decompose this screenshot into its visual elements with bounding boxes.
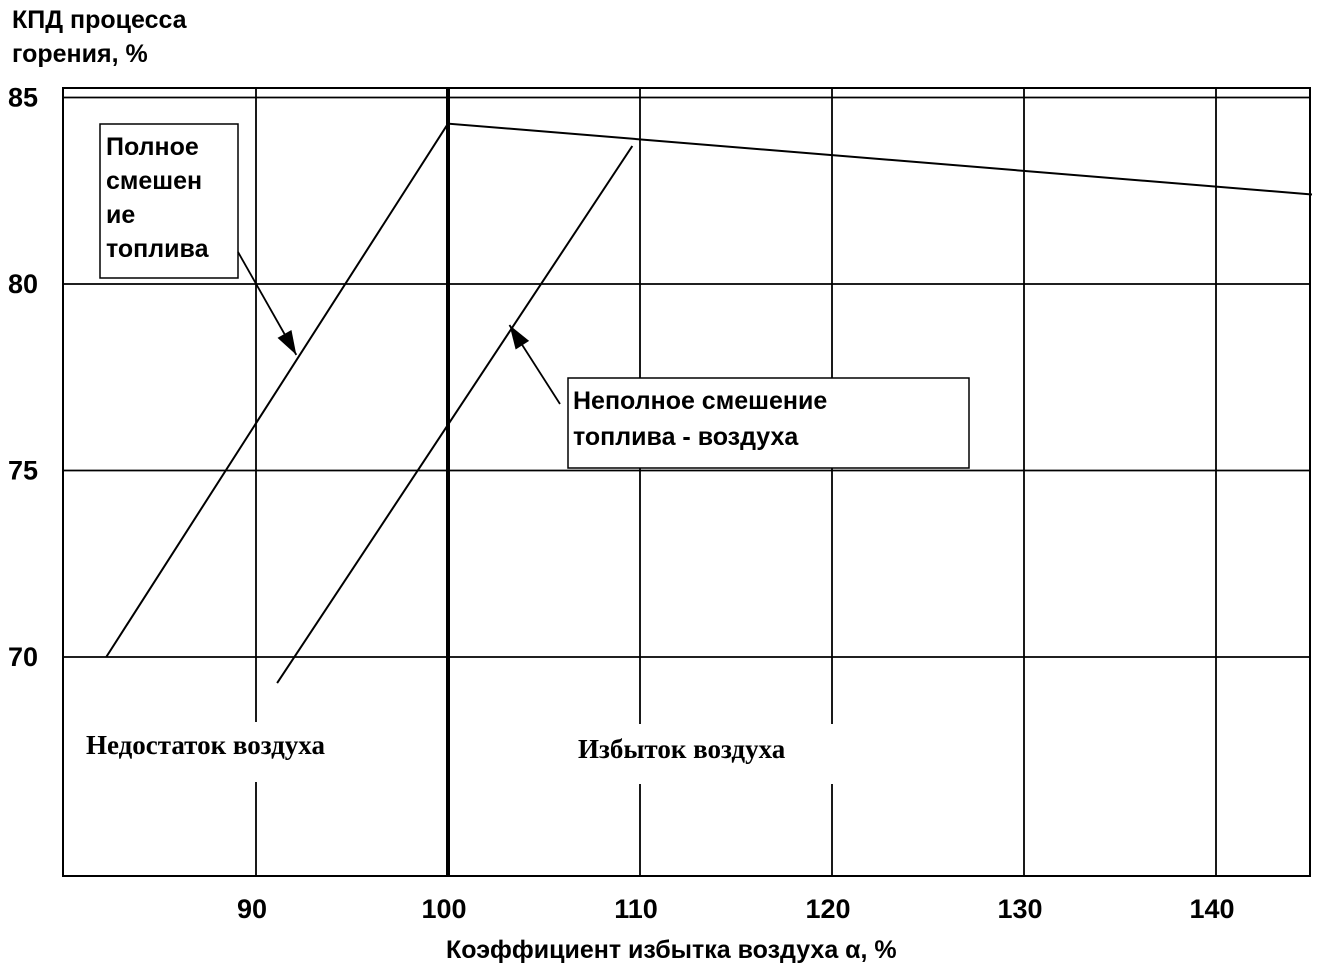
region-label-bg <box>566 724 836 784</box>
annotation-arrows <box>237 251 561 405</box>
annotation-line: топлива <box>106 235 210 263</box>
x-tick-label: 110 <box>614 894 658 924</box>
x-tick-label: 90 <box>237 894 267 924</box>
annotation-arrow-head <box>277 330 297 355</box>
region-label-deficit: Недостаток воздуха <box>86 730 325 760</box>
annotation-arrow-head <box>509 325 530 350</box>
x-tick-label: 130 <box>997 894 1042 924</box>
y-axis-title-line: КПД процесса <box>12 6 188 34</box>
annotation-box <box>99 123 239 279</box>
annotation-text: Полное смешен ие топлива <box>106 133 210 263</box>
annotation-full-mixing: Полное смешен ие топлива <box>99 123 239 279</box>
plot-frame <box>62 87 1311 877</box>
x-axis-title: Коэффициент избытка воздуха α, % <box>446 936 897 964</box>
tick-labels: 70 75 80 85 90 100 110 120 130 140 <box>8 83 1235 925</box>
series-line-1 <box>105 122 1313 658</box>
annotation-partial-mixing: Неполное смешение топлива - воздуха <box>567 377 970 469</box>
y-tick-label: 85 <box>8 83 38 113</box>
annotation-line: ие <box>106 201 135 229</box>
series-group <box>105 122 1313 684</box>
annotation-line: Неполное смешение <box>573 387 827 415</box>
x-tick-label: 120 <box>805 894 850 924</box>
annotation-text: Неполное смешение топлива - воздуха <box>573 387 834 451</box>
y-tick-label: 80 <box>8 269 38 299</box>
y-axis-title: КПД процесса горения, % <box>12 6 194 68</box>
x-tick-label: 100 <box>421 894 466 924</box>
y-tick-label: 70 <box>8 642 38 672</box>
y-tick-label: 75 <box>8 456 38 486</box>
annotation-line: смешен <box>106 167 202 195</box>
series-line-2 <box>276 145 634 684</box>
region-label-bg <box>76 722 386 782</box>
grid <box>63 88 1310 876</box>
annotation-line: Полное <box>106 133 199 161</box>
annotation-line: топлива - воздуха <box>573 423 799 451</box>
region-label-excess: Избыток воздуха <box>578 734 786 764</box>
x-tick-label: 140 <box>1189 894 1234 924</box>
y-axis-title-line: горения, % <box>12 40 148 68</box>
annotation-box <box>567 377 970 469</box>
